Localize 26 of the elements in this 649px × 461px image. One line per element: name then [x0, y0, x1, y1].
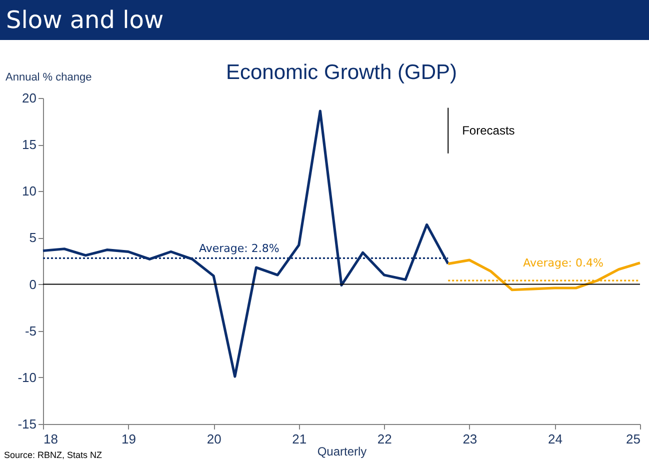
- chart-title: Slow and low: [0, 0, 649, 40]
- x-tick-label: 22: [377, 432, 392, 446]
- y-tick-label: -10: [18, 370, 36, 385]
- source-note: Source: RBNZ, Stats NZ: [4, 450, 102, 460]
- x-tick-label: 20: [206, 432, 222, 446]
- x-tick-label: 18: [44, 432, 58, 446]
- y-tick-label: 0: [29, 276, 36, 292]
- line-series: [446, 258, 642, 292]
- chart-subtitle: Economic Growth (GDP): [226, 61, 458, 84]
- annotation: Average: 0.4%: [523, 256, 604, 270]
- annotation: Average: 2.8%: [198, 242, 280, 256]
- ref-line-label: Forecasts: [462, 124, 515, 138]
- x-tick-label: 19: [122, 432, 136, 446]
- y-tick-label: 20: [22, 90, 36, 106]
- x-tick-label: 23: [462, 432, 478, 446]
- x-tick-label: 25: [626, 432, 640, 446]
- x-tick-label: 21: [292, 432, 307, 446]
- y-tick-label: 15: [22, 137, 36, 152]
- y-tick-label: 10: [22, 184, 36, 199]
- x-axis-title: Quarterly: [317, 444, 367, 458]
- x-tick-label: 24: [548, 432, 562, 446]
- y-axis-title: Annual % change: [6, 72, 92, 84]
- line-series: [42, 110, 450, 378]
- y-tick-label: -15: [18, 416, 36, 432]
- y-tick-label: 5: [29, 230, 36, 246]
- y-tick-label: -5: [24, 323, 36, 338]
